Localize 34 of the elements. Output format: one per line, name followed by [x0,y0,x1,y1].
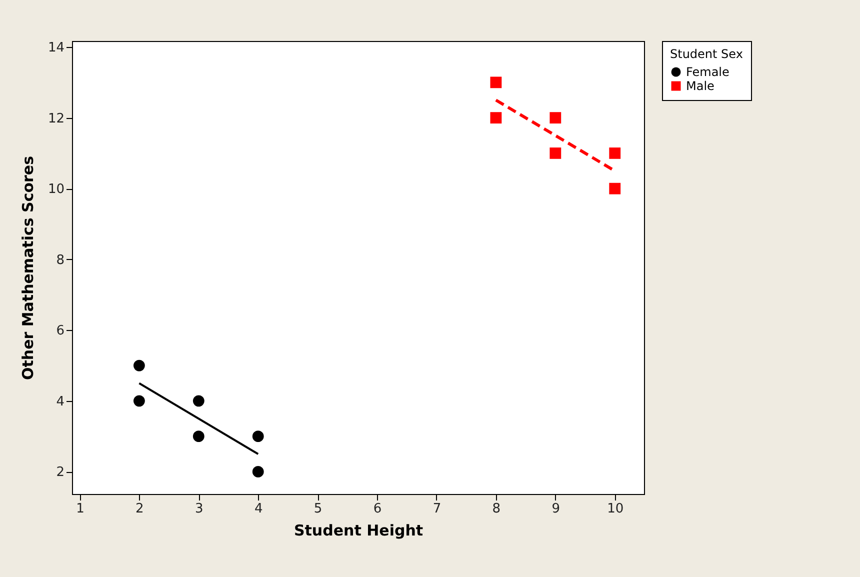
x-tick-label: 9 [552,502,560,516]
x-tick-label: 2 [136,502,144,516]
x-tick-label: 4 [254,502,263,516]
x-tick-label: 6 [373,502,382,516]
y-tick-label: 10 [48,182,64,198]
y-tick-label: 4 [56,394,64,410]
point [490,112,502,124]
y-tick-label: 6 [56,324,64,339]
legend-label: Male [686,79,714,93]
point [252,466,264,478]
legend-label: Female [686,65,730,79]
x-tick-label: 7 [432,502,442,516]
y-axis-title: Other Mathematics Scores [18,156,37,380]
y-tick-label: 8 [56,252,64,268]
x-tick-label: 10 [607,502,624,516]
point [252,430,264,442]
point [609,147,621,159]
y-tick-label: 14 [48,40,64,56]
x-tick-label: 5 [314,502,322,516]
point [550,147,562,159]
point [490,76,502,88]
x-tick-label: 1 [76,502,84,516]
x-tick-label: 8 [492,502,501,516]
x-axis-title: Student Height [294,522,424,540]
point [192,395,204,407]
y-tick-label: 12 [48,111,64,126]
y-tick-label: 2 [56,465,64,480]
legend-title: Student Sex [670,47,743,61]
point [133,360,145,372]
x-tick-label: 3 [195,502,204,516]
point [133,395,145,407]
point [609,182,621,194]
point [192,430,204,442]
point [550,112,562,124]
